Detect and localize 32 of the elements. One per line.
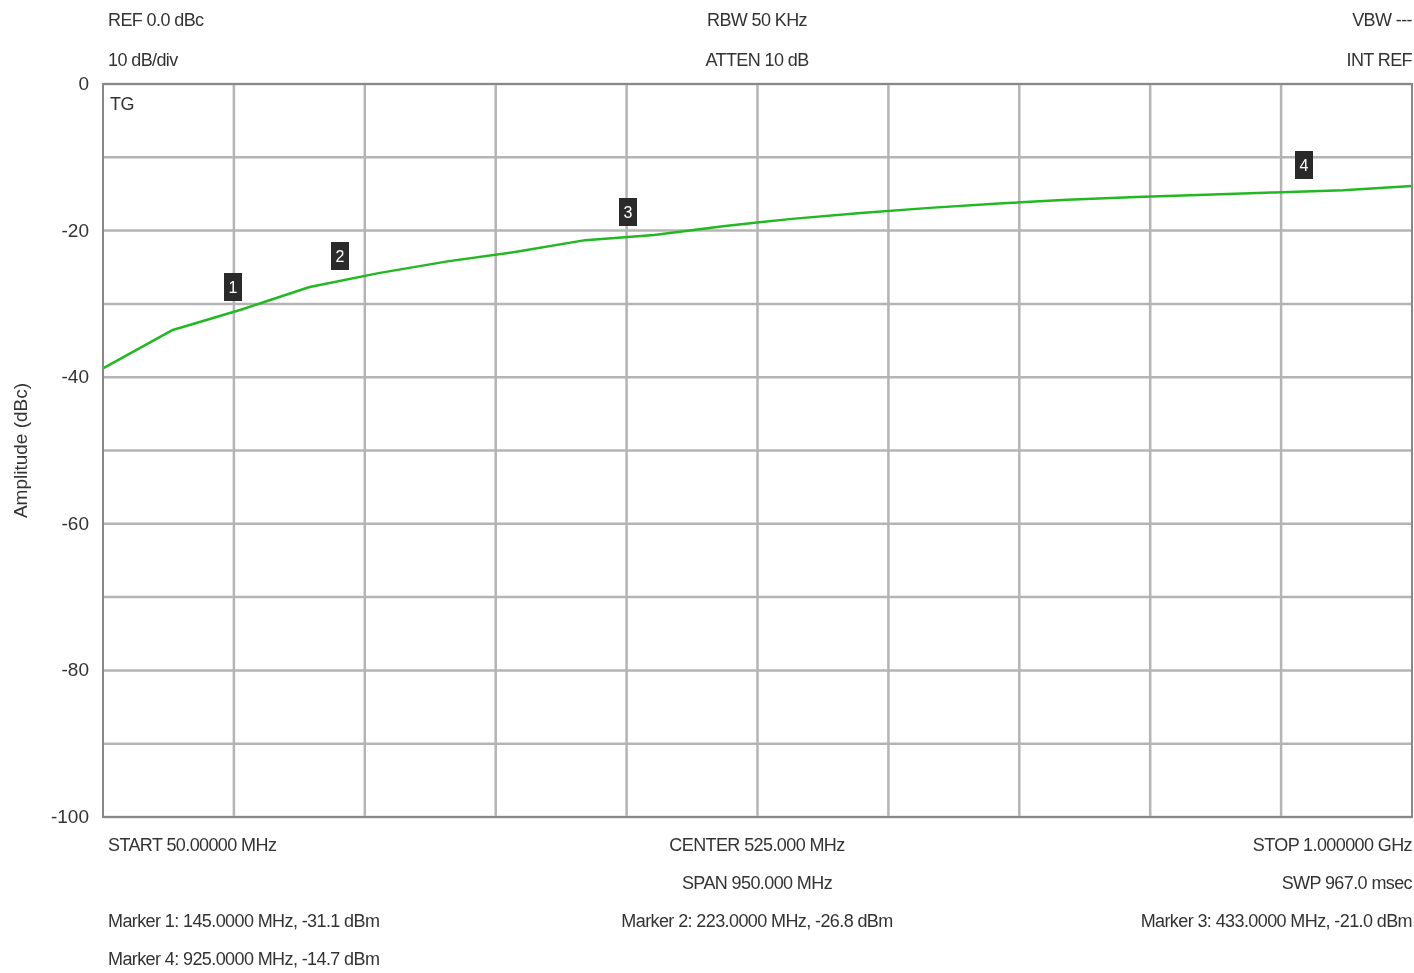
text: SWP 967.0 msec: [1281, 873, 1412, 894]
line-series: [101, 184, 1414, 370]
text: STOP 1.000000 GHz: [1252, 835, 1412, 856]
annotation: 4: [1299, 157, 1309, 174]
y-tick-label: -80: [61, 659, 89, 681]
text: Marker 4: 925.0000 MHz, -14.7 dBm: [108, 949, 380, 970]
annotation: 2: [335, 248, 345, 265]
annotation: 1: [228, 279, 238, 296]
y-axis-title: Amplitude (dBc): [9, 382, 31, 519]
marker-tag: 3: [619, 198, 637, 226]
marker-tag: 4: [1295, 151, 1313, 179]
text: Marker 2: 223.0000 MHz, -26.8 dBm: [621, 911, 893, 932]
text: REF 0.0 dBc: [108, 10, 204, 31]
y-tick-label: -100: [50, 806, 89, 827]
text: INT REF: [1346, 50, 1412, 71]
annotation: TG: [110, 94, 134, 115]
y-tick-label: -60: [61, 512, 89, 534]
text: Marker 3: 433.0000 MHz, -21.0 dBm: [1140, 911, 1412, 932]
text: RBW 50 KHz: [706, 10, 808, 31]
y-tick-label: 0: [78, 73, 89, 94]
marker-tag: 1: [224, 273, 242, 301]
text: Marker 1: 145.0000 MHz, -31.1 dBm: [108, 911, 380, 932]
text: ATTEN 10 dB: [705, 50, 809, 71]
text: SPAN 950.000 MHz: [681, 873, 833, 894]
text: CENTER 525.000 MHz: [669, 835, 845, 856]
y-tick-label: -40: [61, 366, 89, 388]
annotation: 3: [623, 204, 633, 221]
text: VBW ---: [1352, 10, 1412, 31]
y-tick-label: -20: [61, 219, 89, 241]
text: 10 dB/div: [108, 50, 178, 71]
marker-tag: 2: [331, 242, 349, 270]
text: START 50.00000 MHz: [108, 835, 277, 856]
